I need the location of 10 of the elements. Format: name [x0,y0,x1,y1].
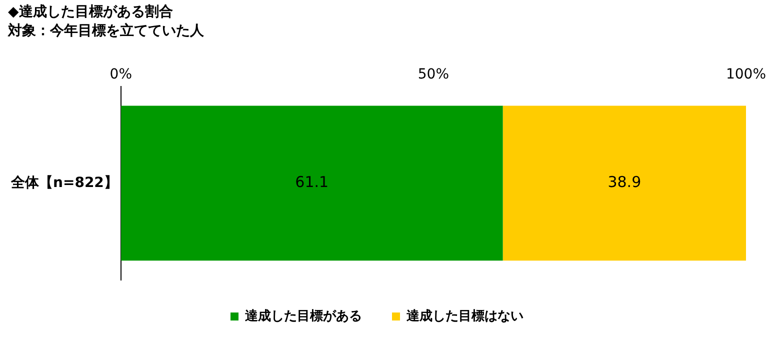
x-tick-label: 50% [418,66,450,83]
data-label: 61.1 [295,173,329,192]
chart-subtitle: 対象：今年目標を立てていた人 [7,22,205,39]
x-tick-label: 100% [726,66,766,83]
data-label: 38.9 [608,173,642,192]
chart-title: ◆達成した目標がある割合 [8,3,173,20]
legend-label: 達成した目標がある [244,308,362,324]
legend-label: 達成した目標はない [406,308,524,324]
x-tick-label: 0% [110,66,132,83]
y-tick-label: 全体【n=822】 [10,174,118,191]
